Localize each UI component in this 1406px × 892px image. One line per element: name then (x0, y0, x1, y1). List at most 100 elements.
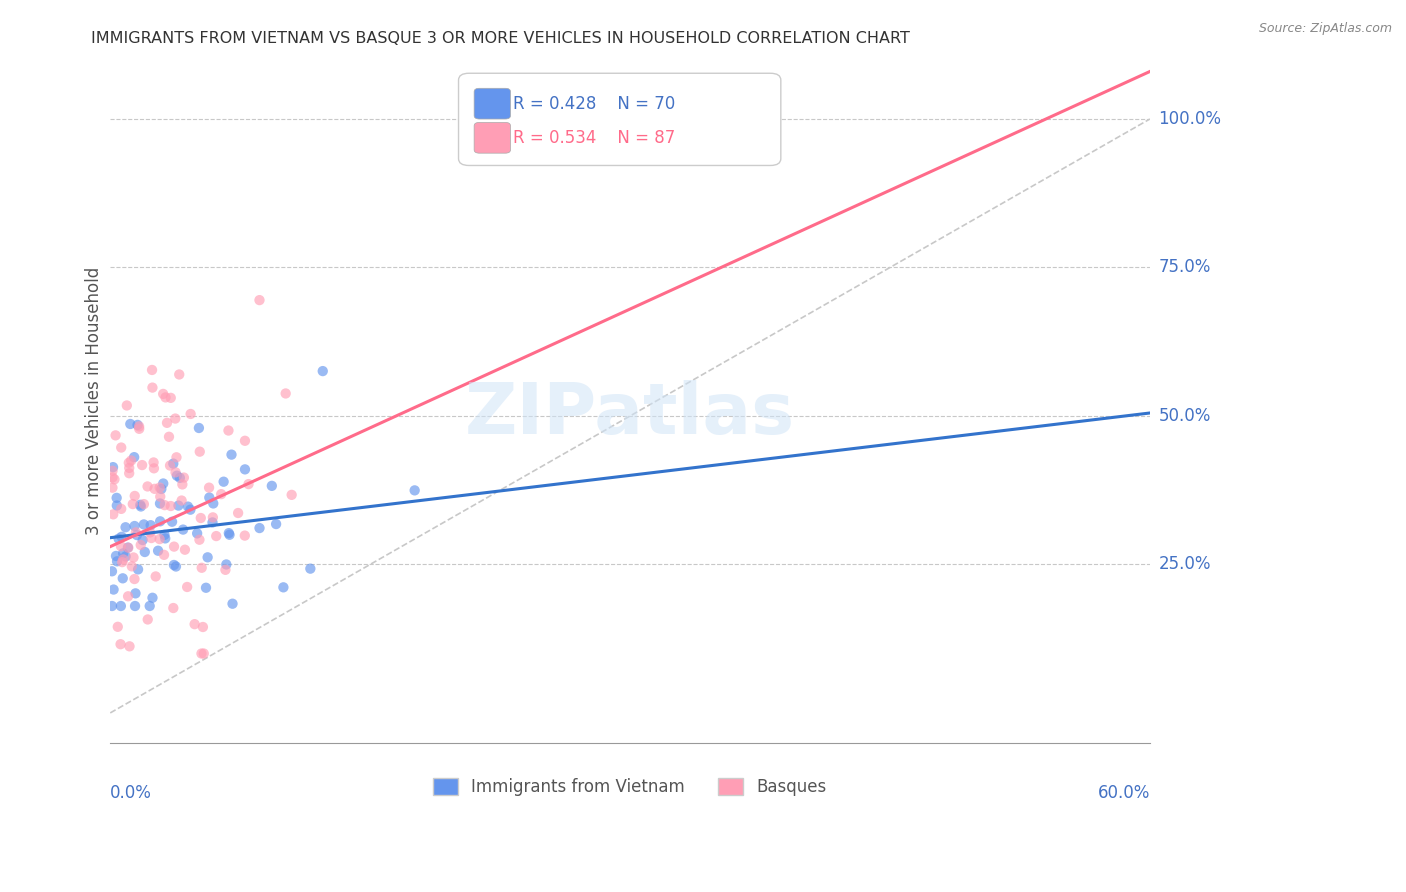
FancyBboxPatch shape (474, 88, 510, 119)
Point (162, 601, 184, 615)
Point (201, 510, 224, 524)
Point (150, 482, 173, 496)
Point (124, 586, 146, 600)
Point (145, 569, 167, 583)
Point (114, 549, 136, 564)
Point (198, 491, 221, 505)
Point (104, 428, 127, 442)
Point (202, 496, 225, 510)
Point (159, 391, 181, 405)
Point (404, 483, 426, 498)
Point (176, 580, 198, 594)
Point (110, 530, 132, 544)
Text: R = 0.428    N = 70: R = 0.428 N = 70 (513, 95, 675, 113)
Point (105, 554, 128, 568)
Point (214, 563, 236, 577)
Point (111, 571, 134, 585)
Point (103, 508, 125, 522)
Point (141, 531, 163, 545)
Point (127, 562, 149, 576)
Point (195, 581, 218, 595)
Point (110, 501, 132, 516)
Point (136, 612, 159, 626)
Point (260, 479, 283, 493)
Point (186, 526, 208, 541)
Point (142, 455, 165, 469)
Point (131, 458, 153, 472)
Text: 0.0%: 0.0% (110, 783, 152, 802)
Point (201, 516, 224, 530)
Point (280, 488, 302, 502)
Point (118, 467, 141, 481)
Point (115, 399, 138, 413)
Point (218, 526, 240, 541)
Text: 60.0%: 60.0% (1098, 783, 1150, 802)
Point (273, 580, 295, 594)
Point (215, 558, 238, 572)
Point (120, 453, 142, 467)
Point (149, 490, 172, 504)
Point (128, 422, 150, 436)
Point (249, 293, 271, 307)
Point (155, 532, 177, 546)
Point (143, 482, 166, 496)
Point (190, 647, 212, 661)
Text: 75.0%: 75.0% (1159, 259, 1211, 277)
Point (156, 416, 179, 430)
Point (139, 525, 162, 540)
Point (163, 558, 186, 572)
Point (107, 532, 129, 546)
Point (157, 430, 180, 444)
Point (160, 515, 183, 529)
Point (226, 506, 249, 520)
Point (197, 550, 219, 565)
Point (141, 363, 163, 377)
Point (166, 450, 188, 465)
Point (167, 499, 190, 513)
Point (299, 562, 322, 576)
Point (101, 464, 124, 478)
FancyBboxPatch shape (474, 122, 510, 153)
Point (124, 599, 146, 613)
Point (218, 528, 240, 542)
Point (249, 521, 271, 535)
Point (142, 461, 165, 475)
Point (217, 424, 239, 438)
Point (101, 599, 124, 613)
Point (149, 532, 172, 546)
Point (111, 555, 134, 569)
Point (187, 421, 209, 435)
Point (221, 597, 243, 611)
Point (166, 468, 188, 483)
Point (132, 497, 155, 511)
Point (122, 450, 145, 465)
Text: 25.0%: 25.0% (1159, 556, 1211, 574)
Point (103, 582, 125, 597)
Point (153, 548, 176, 562)
Point (125, 525, 148, 540)
Point (105, 491, 128, 505)
Point (159, 499, 181, 513)
Point (118, 461, 141, 475)
Point (129, 500, 152, 514)
Point (124, 489, 146, 503)
Text: IMMIGRANTS FROM VIETNAM VS BASQUE 3 OR MORE VEHICLES IN HOUSEHOLD CORRELATION CH: IMMIGRANTS FROM VIETNAM VS BASQUE 3 OR M… (91, 31, 910, 46)
Point (172, 523, 194, 537)
Point (205, 529, 228, 543)
Point (131, 533, 153, 547)
Text: R = 0.534    N = 87: R = 0.534 N = 87 (513, 129, 675, 147)
Point (136, 479, 159, 493)
Point (112, 552, 135, 566)
Point (117, 589, 139, 603)
Point (177, 500, 200, 514)
Point (238, 477, 260, 491)
Point (264, 516, 287, 531)
Point (103, 472, 125, 486)
Point (107, 620, 129, 634)
Point (141, 381, 163, 395)
Point (155, 391, 177, 405)
Point (129, 498, 152, 512)
Point (191, 620, 214, 634)
Point (193, 647, 215, 661)
Point (153, 528, 176, 542)
